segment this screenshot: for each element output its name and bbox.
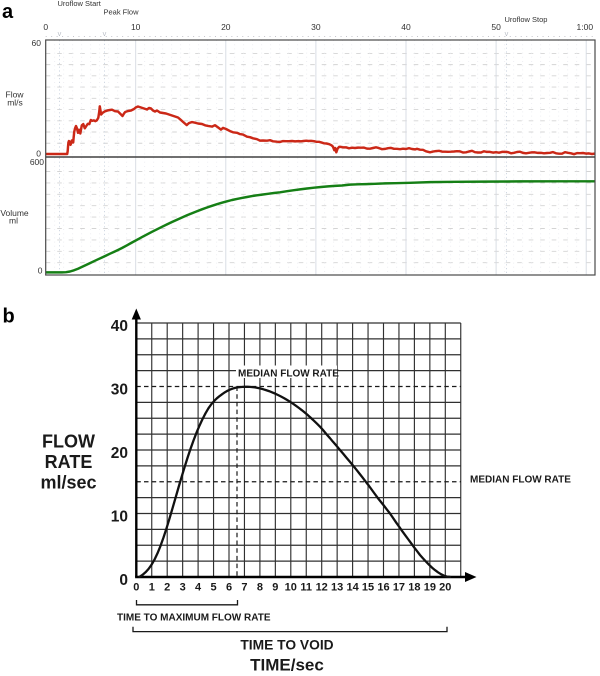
svg-text:20: 20 xyxy=(111,445,128,462)
svg-text:Flow: Flow xyxy=(6,90,25,100)
svg-text:MEDIAN FLOW RATE: MEDIAN FLOW RATE xyxy=(470,475,571,486)
svg-text:MEDIAN FLOW RATE: MEDIAN FLOW RATE xyxy=(238,369,339,380)
svg-text:ml/sec: ml/sec xyxy=(40,473,96,493)
svg-text:0: 0 xyxy=(43,22,48,32)
svg-text:0: 0 xyxy=(38,265,43,275)
svg-text:Volume: Volume xyxy=(0,208,29,218)
svg-text:40: 40 xyxy=(401,22,411,32)
svg-text:12: 12 xyxy=(316,582,328,594)
svg-text:b: b xyxy=(3,306,15,328)
svg-text:16: 16 xyxy=(377,582,389,594)
svg-text:V: V xyxy=(58,32,62,38)
svg-text:3: 3 xyxy=(180,582,186,594)
svg-text:1:00: 1:00 xyxy=(577,22,594,32)
svg-text:Uroflow Stop: Uroflow Stop xyxy=(505,15,548,24)
svg-text:FLOW: FLOW xyxy=(42,432,95,452)
svg-text:8: 8 xyxy=(257,582,263,594)
svg-text:9: 9 xyxy=(272,582,278,594)
svg-text:0: 0 xyxy=(119,572,128,589)
svg-text:5: 5 xyxy=(210,582,216,594)
svg-text:ml: ml xyxy=(9,215,18,225)
svg-text:17: 17 xyxy=(393,582,405,594)
svg-text:6: 6 xyxy=(226,582,232,594)
svg-text:V: V xyxy=(103,32,107,38)
svg-text:a: a xyxy=(2,1,14,23)
svg-text:TIME TO VOID: TIME TO VOID xyxy=(240,638,333,653)
svg-text:20: 20 xyxy=(221,22,231,32)
svg-text:V: V xyxy=(505,32,509,38)
svg-text:13: 13 xyxy=(331,582,343,594)
svg-text:19: 19 xyxy=(424,582,436,594)
svg-text:10: 10 xyxy=(111,508,128,525)
svg-text:1: 1 xyxy=(149,582,155,594)
svg-text:0: 0 xyxy=(36,148,41,158)
svg-text:ml/s: ml/s xyxy=(7,97,23,107)
svg-text:20: 20 xyxy=(439,582,451,594)
svg-text:RATE: RATE xyxy=(45,452,93,472)
svg-text:15: 15 xyxy=(362,582,374,594)
svg-text:2: 2 xyxy=(164,582,170,594)
svg-text:Peak Flow: Peak Flow xyxy=(104,7,140,16)
svg-text:60: 60 xyxy=(32,38,42,48)
svg-text:50: 50 xyxy=(491,22,501,32)
svg-text:7: 7 xyxy=(241,582,247,594)
svg-text:18: 18 xyxy=(408,582,420,594)
svg-text:TIME TO MAXIMUM FLOW RATE: TIME TO MAXIMUM FLOW RATE xyxy=(117,613,271,624)
svg-text:30: 30 xyxy=(111,381,128,398)
svg-text:4: 4 xyxy=(195,582,202,594)
svg-text:Uroflow Start: Uroflow Start xyxy=(58,0,102,8)
svg-text:10: 10 xyxy=(285,582,297,594)
svg-text:11: 11 xyxy=(300,582,312,594)
svg-text:TIME/sec: TIME/sec xyxy=(250,656,324,675)
svg-text:600: 600 xyxy=(30,157,44,167)
svg-text:14: 14 xyxy=(346,582,359,594)
svg-text:0: 0 xyxy=(133,582,139,594)
svg-text:30: 30 xyxy=(311,22,321,32)
svg-text:10: 10 xyxy=(131,22,141,32)
svg-text:40: 40 xyxy=(111,318,128,335)
